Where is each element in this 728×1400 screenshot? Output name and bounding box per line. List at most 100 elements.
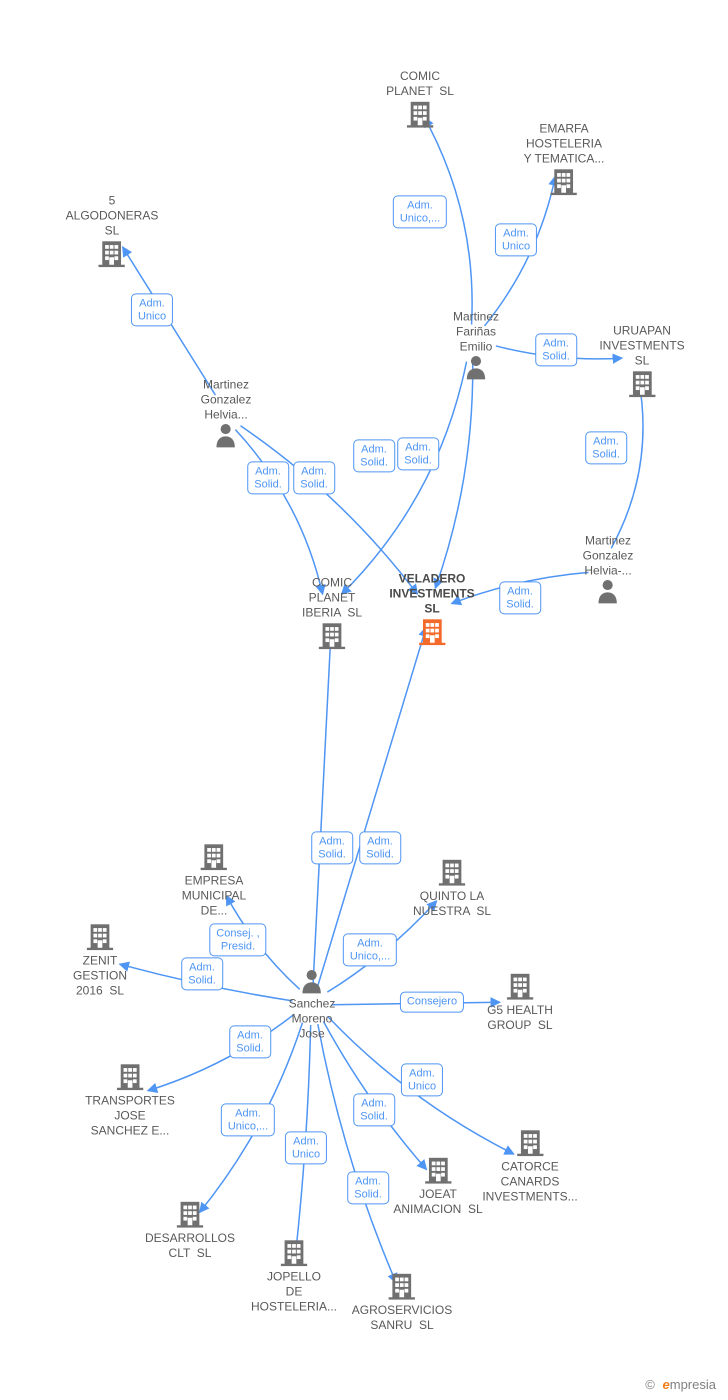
node-label: COMIC PLANET SL (386, 69, 454, 99)
node-label: 5 ALGODONERAS SL (66, 194, 159, 239)
building-icon (279, 1238, 309, 1268)
company-node-transportes[interactable]: TRANSPORTES JOSE SANCHEZ E... (85, 1062, 175, 1139)
building-icon (417, 617, 447, 647)
node-label: JOPELLO DE HOSTELERIA... (251, 1270, 337, 1315)
edge-mgonz2-uruapan (611, 380, 643, 549)
person-icon (215, 423, 237, 449)
building-icon (317, 621, 347, 651)
edge-sanchez-jopello (295, 1025, 310, 1256)
node-label: URUAPAN INVESTMENTS SL (599, 324, 684, 369)
company-node-empresa_muni[interactable]: EMPRESA MUNICIPAL DE... (182, 842, 246, 919)
person-node-sanchez[interactable]: Sanchez Moreno Jose (289, 969, 336, 1042)
brand-rest: mpresia (670, 1377, 716, 1392)
company-node-desarrollos[interactable]: DESARROLLOS CLT SL (145, 1199, 235, 1261)
building-icon (549, 167, 579, 197)
edge-mfarinas-veladero (435, 364, 472, 589)
company-node-joeat[interactable]: JOEAT ANIMACION SL (393, 1155, 482, 1217)
edge-label: Adm. Solid. (311, 831, 353, 864)
edge-label: Adm. Solid. (397, 437, 439, 470)
node-label: COMIC PLANET IBERIA SL (302, 576, 362, 621)
company-node-comicplanet[interactable]: COMIC PLANET SL (386, 67, 454, 129)
building-icon (387, 1271, 417, 1301)
building-icon (515, 1128, 545, 1158)
node-label: EMARFA HOSTELERIA Y TEMATICA... (524, 122, 605, 167)
edge-mgonz1-iberia (235, 430, 322, 595)
edge-label: Adm. Unico (495, 223, 537, 256)
node-label: EMPRESA MUNICIPAL DE... (182, 874, 246, 919)
node-label: Martinez Fariñas Emilio (453, 310, 499, 355)
company-node-uruapan[interactable]: URUAPAN INVESTMENTS SL (599, 322, 684, 399)
building-icon (115, 1062, 145, 1092)
edge-label: Adm. Solid. (353, 439, 395, 472)
node-label: AGROSERVICIOS SANRU SL (352, 1303, 452, 1333)
edge-label: Adm. Solid. (585, 431, 627, 464)
edge-label: Adm. Solid. (499, 581, 541, 614)
person-node-mgonz1[interactable]: Martinez Gonzalez Helvia... (201, 376, 252, 449)
company-node-g5[interactable]: G5 HEALTH GROUP SL (487, 971, 553, 1033)
network-canvas: Adm. UnicoAdm. Solid.Adm. Solid.Adm. Uni… (0, 0, 728, 1400)
edge-label: Adm. Unico (401, 1063, 443, 1096)
node-label: DESARROLLOS CLT SL (145, 1231, 235, 1261)
edge-label: Adm. Solid. (347, 1171, 389, 1204)
footer-watermark: © empresia (645, 1377, 716, 1392)
edge-label: Adm. Solid. (535, 333, 577, 366)
edge-label: Adm. Solid. (353, 1093, 395, 1126)
company-node-emarfa[interactable]: EMARFA HOSTELERIA Y TEMATICA... (524, 120, 605, 197)
edge-label: Adm. Solid. (181, 957, 223, 990)
brand-e: e (663, 1377, 670, 1392)
company-node-iberia[interactable]: COMIC PLANET IBERIA SL (302, 574, 362, 651)
person-icon (301, 969, 323, 995)
company-node-algodoneras[interactable]: 5 ALGODONERAS SL (66, 192, 159, 269)
copyright-symbol: © (645, 1377, 655, 1392)
edge-mfarinas-comicplanet (424, 118, 472, 325)
edge-label: Consejero (400, 992, 464, 1013)
edge-label: Adm. Solid. (247, 461, 289, 494)
person-node-mgonz2[interactable]: Martinez Gonzalez Helvia-... (583, 532, 634, 605)
building-icon (405, 99, 435, 129)
node-label: G5 HEALTH GROUP SL (487, 1003, 553, 1033)
node-label: JOEAT ANIMACION SL (393, 1187, 482, 1217)
edge-label: Adm. Unico,... (393, 195, 447, 228)
person-icon (465, 355, 487, 381)
edge-sanchez-g5 (332, 1002, 500, 1004)
building-icon (437, 857, 467, 887)
edge-label: Adm. Unico (285, 1131, 327, 1164)
company-node-quinto[interactable]: QUINTO LA NUESTRA SL (413, 857, 491, 919)
node-label: CATORCE CANARDS INVESTMENTS... (482, 1160, 577, 1205)
edge-mfarinas-emarfa (485, 176, 556, 326)
building-icon (627, 369, 657, 399)
node-label: Sanchez Moreno Jose (289, 997, 336, 1042)
node-label: VELADERO INVESTMENTS SL (389, 572, 474, 617)
node-label: Martinez Gonzalez Helvia... (201, 378, 252, 423)
node-label: QUINTO LA NUESTRA SL (413, 889, 491, 919)
edge-sanchez-iberia (313, 632, 331, 985)
edge-label: Adm. Unico,... (343, 933, 397, 966)
building-icon (175, 1199, 205, 1229)
edge-label: Adm. Solid. (293, 461, 335, 494)
node-label: Martinez Gonzalez Helvia-... (583, 534, 634, 579)
building-icon (505, 971, 535, 1001)
building-icon (423, 1155, 453, 1185)
company-node-veladero[interactable]: VELADERO INVESTMENTS SL (389, 570, 474, 647)
edge-label: Adm. Solid. (229, 1025, 271, 1058)
person-icon (597, 579, 619, 605)
edge-sanchez-desarrollos (200, 1023, 303, 1213)
company-node-jopello[interactable]: JOPELLO DE HOSTELERIA... (251, 1238, 337, 1315)
company-node-agroservicios[interactable]: AGROSERVICIOS SANRU SL (352, 1271, 452, 1333)
edge-sanchez-veladero (318, 627, 426, 986)
building-icon (97, 239, 127, 269)
edge-label: Adm. Solid. (359, 831, 401, 864)
node-label: TRANSPORTES JOSE SANCHEZ E... (85, 1094, 175, 1139)
company-node-catorce[interactable]: CATORCE CANARDS INVESTMENTS... (482, 1128, 577, 1205)
edge-label: Adm. Unico (131, 293, 173, 326)
person-node-mfarinas[interactable]: Martinez Fariñas Emilio (453, 308, 499, 381)
edge-sanchez-zenit (120, 964, 293, 1001)
edge-mgonz1-algodoneras (123, 247, 216, 395)
company-node-zenit[interactable]: ZENIT GESTION 2016 SL (73, 922, 127, 999)
edge-sanchez-joeat (323, 1021, 426, 1169)
building-icon (199, 842, 229, 872)
edge-label: Consej. , Presid. (209, 923, 266, 956)
node-label: ZENIT GESTION 2016 SL (73, 954, 127, 999)
edge-mfarinas-iberia (341, 362, 466, 595)
edge-label: Adm. Unico,... (221, 1103, 275, 1136)
